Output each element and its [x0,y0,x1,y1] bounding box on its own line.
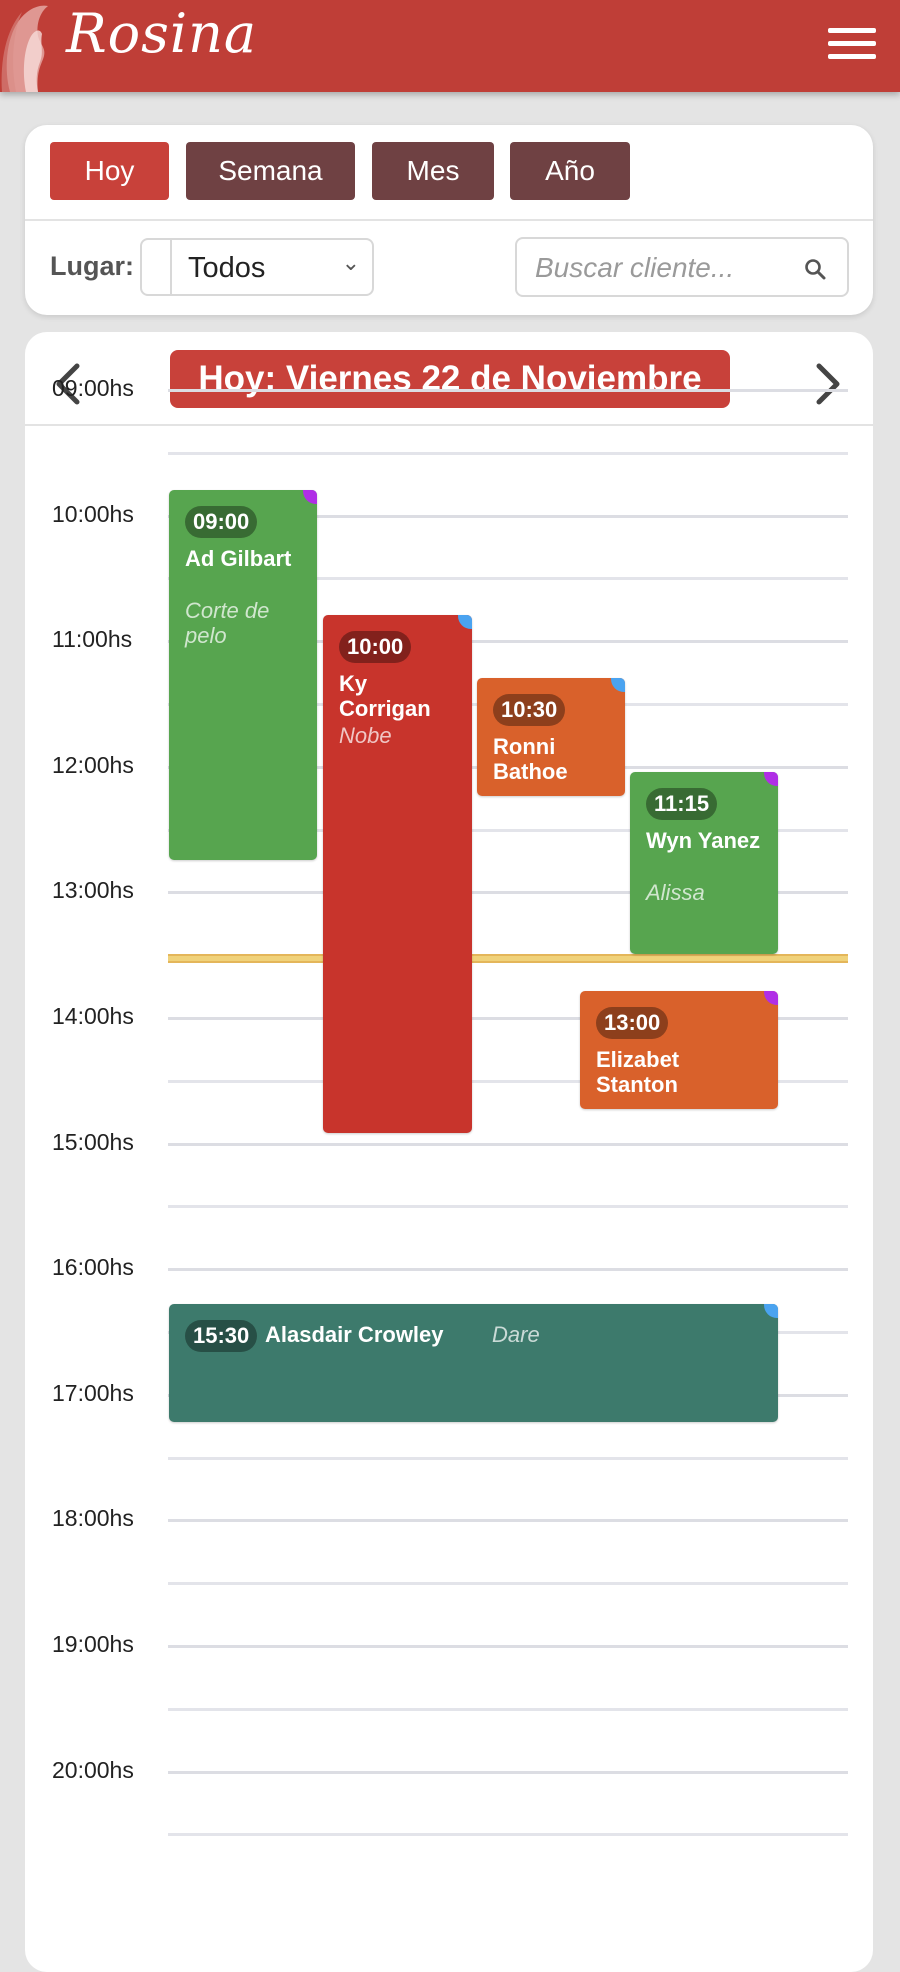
current-time-indicator [168,954,848,963]
appointment-service: Dare [492,1322,540,1347]
hour-label: 11:00hs [52,626,133,653]
hour-label: 10:00hs [52,500,134,527]
hour-label: 15:00hs [52,1128,134,1155]
appointment-client: Ky Corrigan [339,671,431,721]
filter-panel: Hoy Semana Mes Año Lugar: Todos ⌄ [25,125,873,315]
hour-line [168,514,848,518]
half-hour-line [168,1079,848,1083]
appointment-client: Ronni Bathoe [493,734,568,782]
view-button-semana[interactable]: Semana [186,142,355,200]
appointment-card[interactable]: 09:00 Ad Gilbart Corte de pelo [169,490,317,860]
appointment-card[interactable]: 10:30 Ronni Bathoe [477,678,625,796]
lugar-select[interactable]: Todos ⌄ [140,238,374,296]
logo-woman-silhouette-icon [1,5,49,92]
current-date-label: Hoy: Viernes 22 de Noviembre [170,350,730,408]
day-calendar: Hoy: Viernes 22 de Noviembre 09:00hs 10:0… [25,332,873,1972]
hour-label: 18:00hs [52,1505,134,1532]
app-header: Rosina [0,0,900,92]
appointment-time: 13:00 [596,1007,669,1039]
half-hour-line [168,1456,848,1460]
half-hour-line [168,828,848,832]
hour-label: 16:00hs [52,1254,134,1281]
hour-line [168,891,848,895]
hour-line [168,1017,848,1020]
hour-label: 09:00hs [52,375,134,401]
appointment-time: 10:00 [339,631,412,663]
half-hour-line [168,577,848,581]
hour-line [168,640,848,644]
hour-line [168,1268,848,1272]
hour-label: 17:00hs [52,1379,134,1406]
appointment-service: Nobe [339,723,392,748]
status-dot [303,490,317,504]
brand-title: Rosina [66,2,258,65]
hour-label: 12:00hs [52,751,134,778]
appointment-service: Alissa [646,880,705,905]
appointment-client: Ad Gilbart [185,546,292,571]
status-dot [764,991,778,1005]
calendar-divider [25,424,873,426]
status-dot [764,1304,778,1318]
chevron-left-icon[interactable] [49,358,89,410]
appointment-card[interactable]: 11:15 Wyn Yanez Alissa [630,772,778,954]
client-search [515,237,849,297]
chevron-down-icon: ⌄ [341,250,360,275]
hamburger-menu-icon[interactable] [828,28,876,64]
appointment-card[interactable]: 15:30 Alasdair Crowley Dare [169,1304,778,1422]
half-hour-line [168,1205,848,1209]
hour-label: 13:00hs [52,877,134,904]
status-dot [611,678,625,692]
hour-label: 20:00hs [52,1756,134,1783]
search-icon[interactable] [803,257,827,281]
half-hour-line [168,451,848,455]
appointment-card[interactable]: 10:00 Ky Corrigan Nobe [323,615,472,1133]
hour-line [168,1519,848,1523]
appointment-time: 15:30 [185,1320,258,1352]
status-dot [764,772,778,786]
chevron-right-icon[interactable] [807,358,847,410]
half-hour-line [168,1833,848,1837]
half-hour-line [168,1707,848,1711]
view-button-ano[interactable]: Año [510,142,630,200]
status-dot [458,615,472,629]
hour-line [168,1770,848,1774]
appointment-client: Wyn Yanez [646,828,761,853]
lugar-select-value: Todos [188,252,266,284]
view-button-mes[interactable]: Mes [372,142,494,200]
hour-label: 14:00hs [52,1003,134,1029]
half-hour-line [168,1582,848,1586]
hour-line [168,389,848,392]
appointment-service: Corte de pelo [185,598,270,648]
filter-divider [25,219,873,221]
hour-label: 19:00hs [52,1631,134,1657]
hour-line [168,1142,848,1146]
hour-line [168,1645,848,1648]
appointment-client: Alasdair Crowley [265,1322,444,1347]
view-button-hoy[interactable]: Hoy [50,142,169,200]
appointment-client: Elizabet Stanton [596,1047,680,1095]
appointment-time: 11:15 [646,788,718,820]
appointment-time: 09:00 [185,506,258,538]
lugar-label: Lugar: [50,251,134,281]
appointment-card[interactable]: 13:00 Elizabet Stanton [580,991,778,1109]
appointment-time: 10:30 [493,694,566,726]
search-input[interactable] [533,247,807,289]
